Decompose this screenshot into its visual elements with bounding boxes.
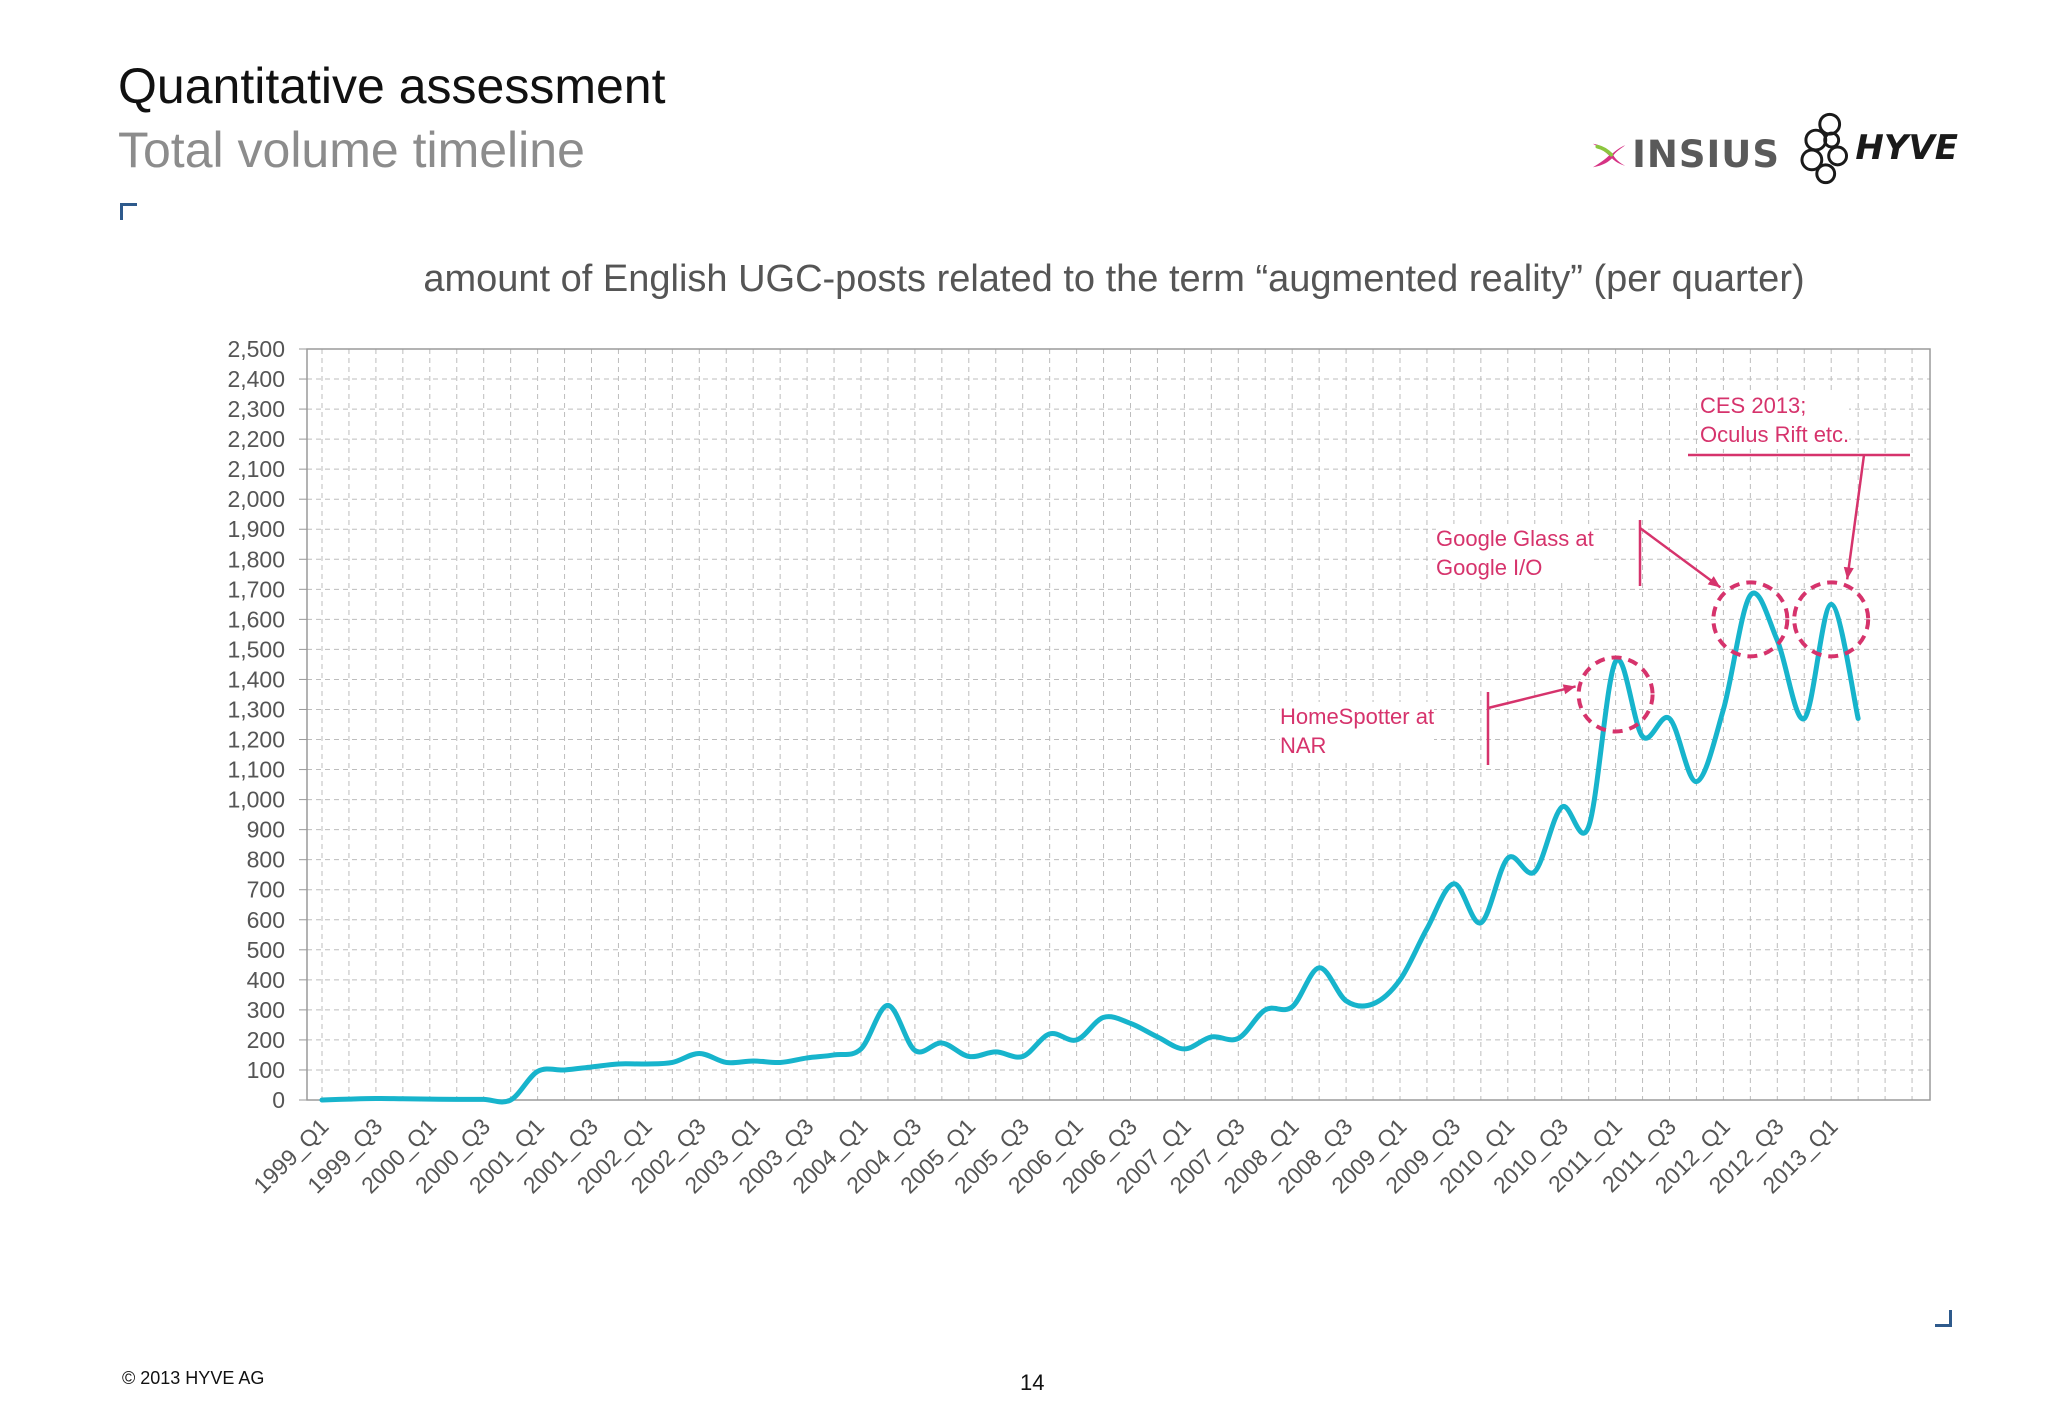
highlight-circle	[1711, 580, 1790, 659]
annotation-arrow-line	[1639, 526, 1722, 589]
annotation-google-glass: Google Glass at Google I/O	[1436, 524, 1594, 582]
y-tick-label: 2,500	[227, 336, 285, 362]
y-tick-label: 400	[247, 967, 285, 993]
y-tick-label: 1,400	[227, 666, 285, 692]
y-tick-label: 1,700	[227, 576, 285, 602]
copyright-text: © 2013 HYVE AG	[122, 1368, 265, 1388]
slide-subtitle: Total volume timeline	[118, 122, 585, 178]
y-tick-label: 1,300	[227, 696, 285, 722]
y-tick-label: 1,900	[227, 516, 285, 542]
y-tick-label: 600	[247, 907, 285, 933]
annotation-arrowhead	[1843, 566, 1854, 580]
annotation-arrow-line	[1487, 685, 1576, 710]
y-tick-label: 1,800	[227, 546, 285, 572]
y-tick-label: 900	[247, 817, 285, 843]
y-tick-label: 2,400	[227, 366, 285, 392]
corner-mark-bottom-right	[1935, 1310, 1952, 1327]
hyve-logo-text: HYVE	[1855, 128, 1958, 168]
y-tick-label: 1,000	[227, 787, 285, 813]
y-tick-label: 500	[247, 937, 285, 963]
insius-logo: INSIUS	[1590, 128, 1780, 180]
annotation-ces-2013: CES 2013; Oculus Rift etc.	[1700, 391, 1850, 449]
y-tick-label: 1,100	[227, 757, 285, 783]
y-tick-label: 2,100	[227, 456, 285, 482]
y-tick-label: 100	[247, 1057, 285, 1083]
hyve-logo-mark-icon	[1800, 112, 1849, 185]
y-tick-label: 1,500	[227, 636, 285, 662]
series-line	[319, 590, 1861, 1105]
insius-logo-text: INSIUS	[1632, 132, 1780, 176]
annotation-arrowhead	[1707, 576, 1721, 588]
y-tick-label: 2,000	[227, 486, 285, 512]
annotation-marks	[1486, 453, 1910, 765]
hyve-logo: HYVE	[1798, 110, 1958, 186]
y-tick-label: 1,200	[227, 727, 285, 753]
highlight-circle	[1576, 655, 1655, 734]
annotation-arrow-line	[1845, 454, 1866, 580]
y-tick-label: 0	[272, 1087, 285, 1113]
annotation-arrowhead	[1562, 684, 1576, 695]
y-tick-label: 300	[247, 997, 285, 1023]
y-tick-label: 200	[247, 1027, 285, 1053]
plot-frame	[306, 348, 1931, 1101]
chart-grid	[307, 348, 1930, 1101]
page-number: 14	[1020, 1370, 1045, 1395]
y-tick-label: 1,600	[227, 606, 285, 632]
y-tick-label: 700	[247, 877, 285, 903]
chart-title: amount of English UGC-posts related to t…	[423, 258, 1805, 300]
y-tick-label: 800	[247, 847, 285, 873]
insius-logo-mark-icon	[1592, 143, 1626, 168]
y-tick-label: 2,200	[227, 426, 285, 452]
annotation-homespotter: HomeSpotter at NAR	[1280, 702, 1435, 760]
highlight-circle	[1792, 580, 1871, 659]
y-tick-label: 2,300	[227, 396, 285, 422]
slide-title: Quantitative assessment	[118, 58, 666, 114]
corner-mark-top-left	[120, 203, 137, 220]
